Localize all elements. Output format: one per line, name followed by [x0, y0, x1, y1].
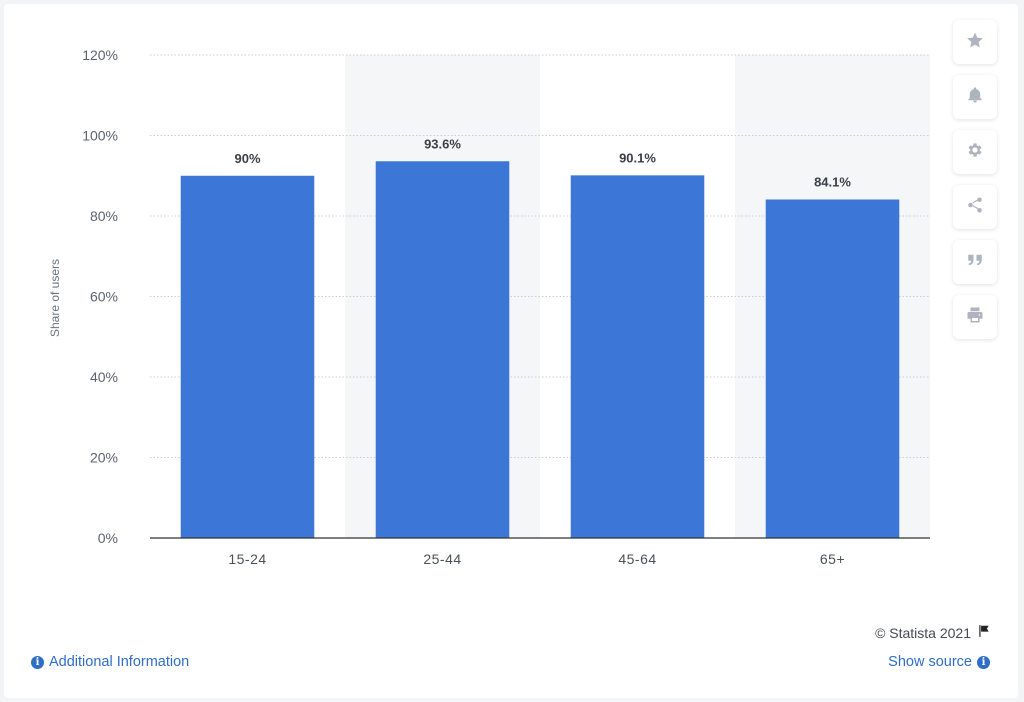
- y-axis-tick-labels: 0% 20% 40% 60% 80% 100% 120%: [82, 47, 118, 546]
- bar: [180, 175, 315, 538]
- show-source-label: Show source: [888, 654, 972, 670]
- settings-button[interactable]: [953, 130, 997, 174]
- notification-button[interactable]: [953, 75, 997, 119]
- x-axis-tick-labels: 15-24 25-44 45-64 65+: [228, 551, 845, 567]
- print-icon: [966, 306, 984, 329]
- info-icon: i: [31, 655, 44, 669]
- x-tick-label: 25-44: [423, 551, 461, 567]
- quote-icon: [966, 251, 984, 274]
- favorite-button[interactable]: [953, 20, 997, 64]
- gear-icon: [966, 141, 984, 164]
- info-icon: i: [977, 655, 990, 669]
- copyright-text: © Statista 2021: [875, 624, 971, 641]
- data-label: 90%: [234, 151, 260, 166]
- cite-button[interactable]: [953, 240, 997, 284]
- bars: [180, 161, 900, 538]
- copyright: © Statista 2021: [875, 624, 991, 641]
- data-label: 84.1%: [814, 174, 851, 189]
- print-button[interactable]: [953, 295, 997, 339]
- share-button[interactable]: [953, 185, 997, 229]
- data-labels: 90% 93.6% 90.1% 84.1%: [234, 136, 851, 189]
- bar: [375, 161, 510, 538]
- flag-icon[interactable]: [977, 624, 991, 641]
- star-icon: [966, 31, 984, 54]
- additional-information-label: Additional Information: [49, 654, 190, 670]
- data-label: 90.1%: [619, 150, 656, 165]
- y-tick-label: 40%: [90, 369, 118, 385]
- y-axis-label: Share of users: [48, 259, 62, 337]
- y-tick-label: 60%: [90, 289, 118, 305]
- y-tick-label: 120%: [82, 47, 118, 63]
- x-tick-label: 15-24: [228, 551, 266, 567]
- y-tick-label: 100%: [82, 128, 118, 144]
- x-tick-label: 65+: [820, 551, 845, 567]
- data-label: 93.6%: [424, 136, 461, 151]
- chart-toolbar: [953, 20, 997, 339]
- y-tick-label: 20%: [90, 450, 118, 466]
- y-tick-label: 0%: [98, 530, 118, 546]
- bell-icon: [966, 86, 984, 109]
- x-tick-label: 45-64: [618, 551, 656, 567]
- bar: [570, 175, 705, 538]
- bar: [765, 199, 900, 538]
- show-source-link[interactable]: Show source i: [888, 654, 990, 670]
- share-icon: [966, 196, 984, 219]
- additional-information-link[interactable]: i Additional Information: [31, 654, 189, 670]
- y-tick-label: 80%: [90, 208, 118, 224]
